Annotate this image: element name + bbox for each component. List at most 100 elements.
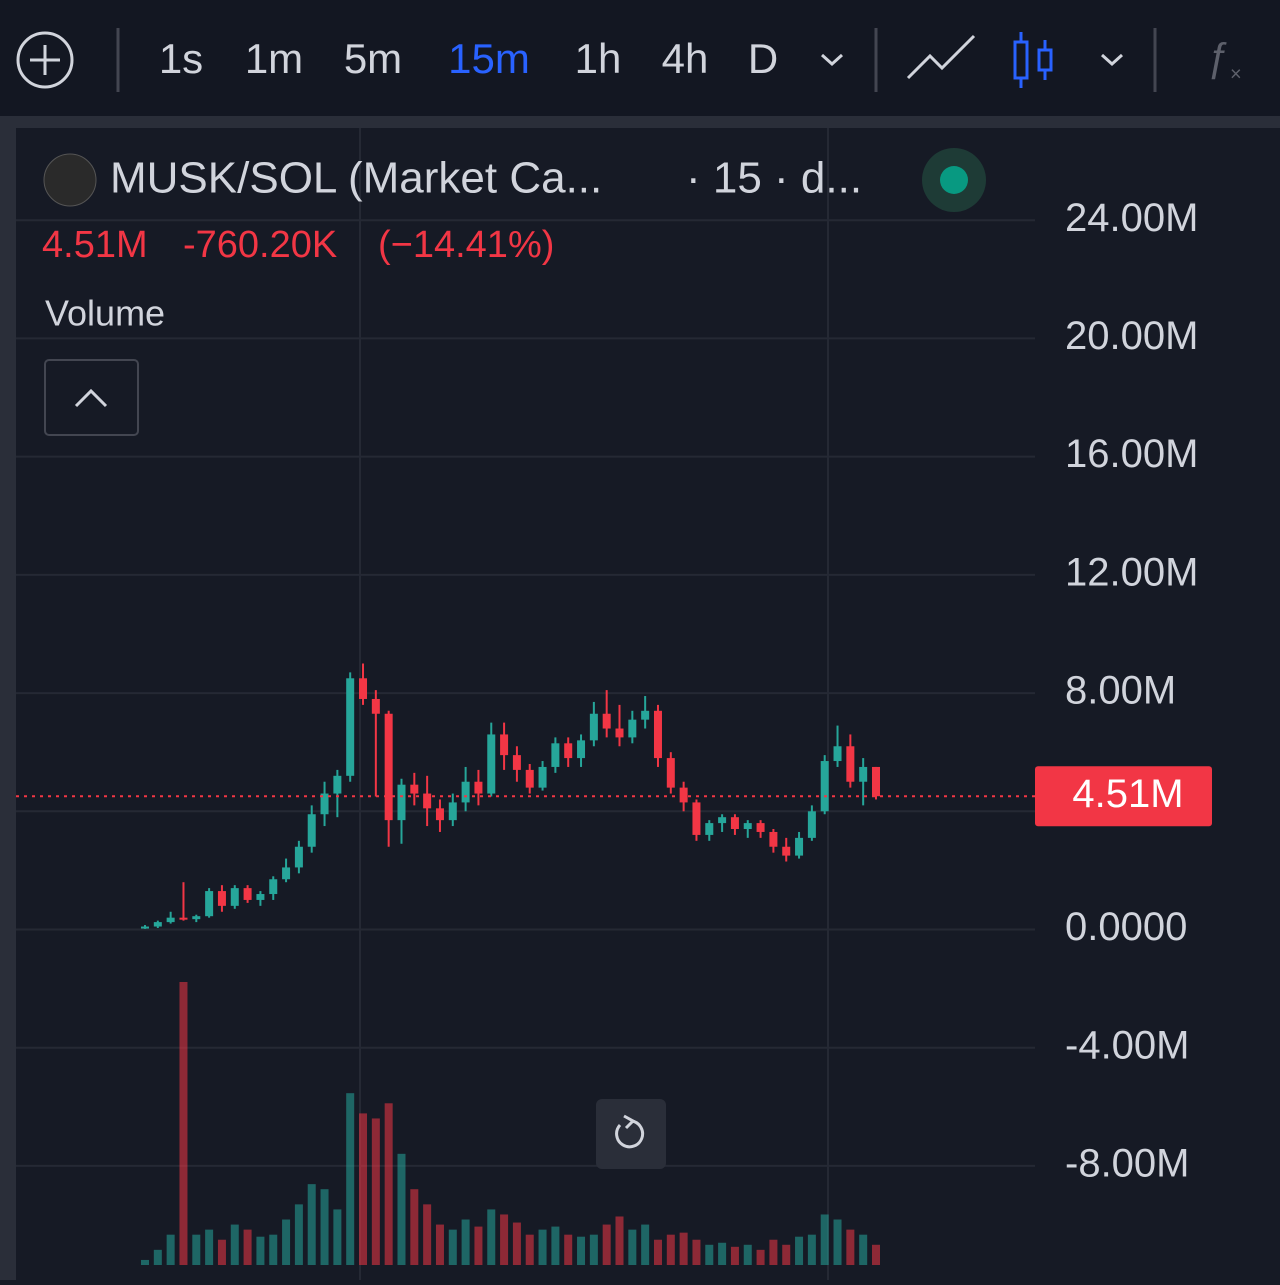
candle-body	[525, 769, 534, 788]
candle-body	[359, 678, 368, 699]
candle-body	[602, 713, 611, 729]
volume-bar	[410, 1189, 419, 1265]
line-icon[interactable]	[906, 34, 976, 80]
chart: -8.00M-4.00M0.00004.00M8.00M12.00M16.00M…	[16, 128, 1212, 1280]
candle-body	[756, 823, 765, 832]
candle-body	[487, 734, 496, 794]
volume-bar	[384, 1103, 393, 1265]
fx-icon[interactable]: ƒ	[1206, 36, 1228, 82]
interval[interactable]: 5m	[344, 35, 402, 82]
add-button[interactable]	[16, 31, 74, 89]
volume-bar	[782, 1244, 791, 1265]
volume-bar	[602, 1224, 611, 1265]
candle-body	[564, 743, 573, 759]
last-value: 4.51M	[42, 224, 148, 266]
chevron[interactable]	[1100, 53, 1124, 67]
volume-bar	[666, 1234, 675, 1265]
volume-bar	[474, 1226, 483, 1265]
volume-bar	[820, 1214, 829, 1265]
volume-bar	[589, 1234, 598, 1265]
candle-body	[512, 755, 521, 770]
interval[interactable]: 1h	[575, 35, 622, 82]
candle-body	[435, 808, 444, 821]
candle-body	[179, 917, 188, 920]
candle-body	[243, 888, 252, 900]
volume-bar	[730, 1246, 739, 1265]
candle-body	[846, 746, 855, 782]
volume-bar	[756, 1249, 765, 1265]
interval[interactable]: 4h	[662, 35, 709, 82]
candle-icon[interactable]	[1013, 32, 1053, 88]
candle-body	[718, 817, 727, 824]
candle-body	[448, 802, 457, 821]
candle-body	[153, 922, 162, 927]
candle-body	[615, 728, 624, 738]
volume-bar	[795, 1236, 804, 1265]
volume-bar	[743, 1244, 752, 1265]
reset-button[interactable]	[596, 1099, 666, 1169]
candle-body	[307, 814, 316, 847]
candle-body	[230, 888, 239, 906]
candle-body	[666, 758, 675, 788]
volume-bar	[269, 1234, 278, 1265]
candle-body	[692, 802, 701, 835]
interval[interactable]: D	[748, 35, 778, 82]
interval[interactable]: 15m	[448, 35, 530, 82]
candle-body	[333, 775, 342, 794]
candle-body	[294, 846, 303, 868]
volume-bar	[679, 1232, 688, 1265]
volume-bar	[282, 1219, 291, 1265]
y-tick-label: 16.00M	[1065, 432, 1198, 476]
chevron[interactable]	[820, 53, 844, 67]
volume-bar	[320, 1189, 329, 1265]
volume-bar	[653, 1239, 662, 1265]
candle-body	[730, 817, 739, 830]
volume-bar	[833, 1219, 842, 1265]
collapse-button[interactable]	[44, 359, 139, 436]
price-label-box	[1035, 766, 1212, 827]
candle-body	[256, 894, 265, 900]
chart-title: MUSK/SOL (Market Ca...	[110, 154, 602, 203]
interval[interactable]: 1s	[159, 35, 203, 82]
candle-body	[346, 678, 355, 776]
volume-bar	[538, 1229, 547, 1265]
volume-bar	[397, 1153, 406, 1265]
volume-bar	[872, 1244, 880, 1265]
candle-body	[397, 784, 406, 821]
fx-icon[interactable]: ×	[1230, 63, 1242, 85]
candle-body	[538, 766, 547, 788]
volume-bar	[500, 1214, 509, 1265]
toolbar	[0, 0, 1280, 116]
candle-body	[166, 917, 175, 923]
candle-body	[205, 891, 214, 917]
volume-bar	[551, 1226, 560, 1265]
candle-body	[384, 713, 393, 821]
volume-bar	[564, 1234, 573, 1265]
volume-label: Volume	[45, 293, 165, 334]
volume-bar	[346, 1093, 355, 1265]
volume-bar	[217, 1239, 226, 1265]
candle-body	[872, 766, 880, 797]
separator	[0, 116, 1280, 128]
y-tick-label: 8.00M	[1065, 669, 1176, 713]
candle-body	[269, 879, 278, 895]
volume-bar	[525, 1234, 534, 1265]
candle-body	[807, 811, 816, 838]
status-dot	[940, 166, 968, 194]
volume-bar	[294, 1204, 303, 1265]
candle-body	[410, 784, 419, 794]
candle-body	[833, 746, 842, 762]
volume-bar	[859, 1234, 868, 1265]
candle-body	[641, 710, 650, 720]
volume-bar	[461, 1219, 470, 1265]
candle-body	[217, 891, 226, 906]
token-icon	[43, 153, 97, 207]
candle-body	[782, 846, 791, 856]
volume-bar	[359, 1113, 368, 1265]
interval[interactable]: 1m	[245, 35, 303, 82]
candle-body	[589, 713, 598, 741]
volume-bar	[692, 1239, 701, 1265]
